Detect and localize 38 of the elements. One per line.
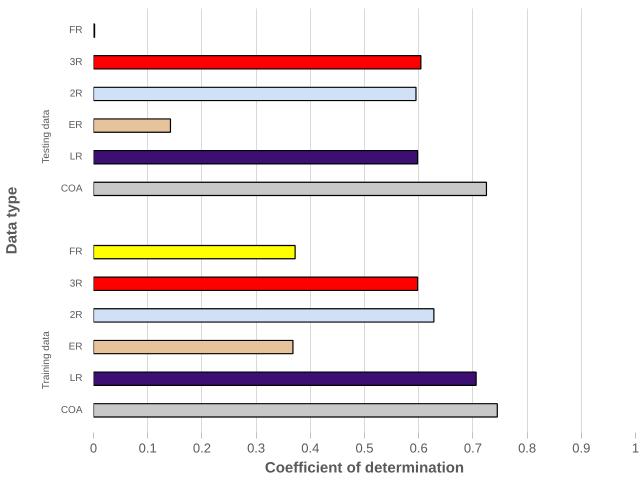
bar <box>94 182 488 196</box>
bar <box>94 244 296 260</box>
x-axis-title: Coefficient of determination <box>264 460 464 476</box>
y-tick-label: 3R <box>70 278 83 290</box>
text: Training data <box>41 330 52 390</box>
y-tick-label: FR <box>69 246 83 258</box>
bar <box>94 340 294 354</box>
y-tick-label: ER <box>68 120 83 132</box>
x-tick-label: 0.8 <box>518 440 536 456</box>
y-axis-title: Data type <box>4 186 20 254</box>
x-tick-label: 0 <box>90 440 98 456</box>
bar <box>94 150 418 164</box>
bar <box>94 371 477 386</box>
x-tick-label: 0.9 <box>572 440 590 456</box>
x-tick-label: 0.6 <box>410 440 428 456</box>
x-tick-label: 1 <box>632 440 640 456</box>
bar <box>94 55 422 70</box>
y-tick-label: ER <box>68 342 83 353</box>
y-tick-label: 2R <box>70 310 83 321</box>
bar <box>94 86 417 102</box>
bar <box>94 118 172 133</box>
x-tick-label: 0.5 <box>355 440 374 456</box>
bar <box>94 403 498 418</box>
y-tick-label: LR <box>70 373 83 384</box>
y-tick-label: COA <box>60 404 83 416</box>
x-tick-label: 0.1 <box>138 440 157 456</box>
x-tick-label: 0.2 <box>192 440 211 456</box>
text: Testing data <box>41 109 52 164</box>
x-tick-label: 0.3 <box>247 440 266 456</box>
y-tick-label: FR <box>69 25 83 36</box>
bar <box>94 308 434 323</box>
bar <box>94 276 418 292</box>
y-tick-label: LR <box>70 152 83 163</box>
x-tick-label: 0.7 <box>464 440 482 456</box>
y-tick-label: 2R <box>70 88 83 100</box>
y-tick-label: COA <box>60 183 83 194</box>
y-tick-label: 3R <box>70 56 83 68</box>
x-tick-label: 0.4 <box>301 440 320 456</box>
